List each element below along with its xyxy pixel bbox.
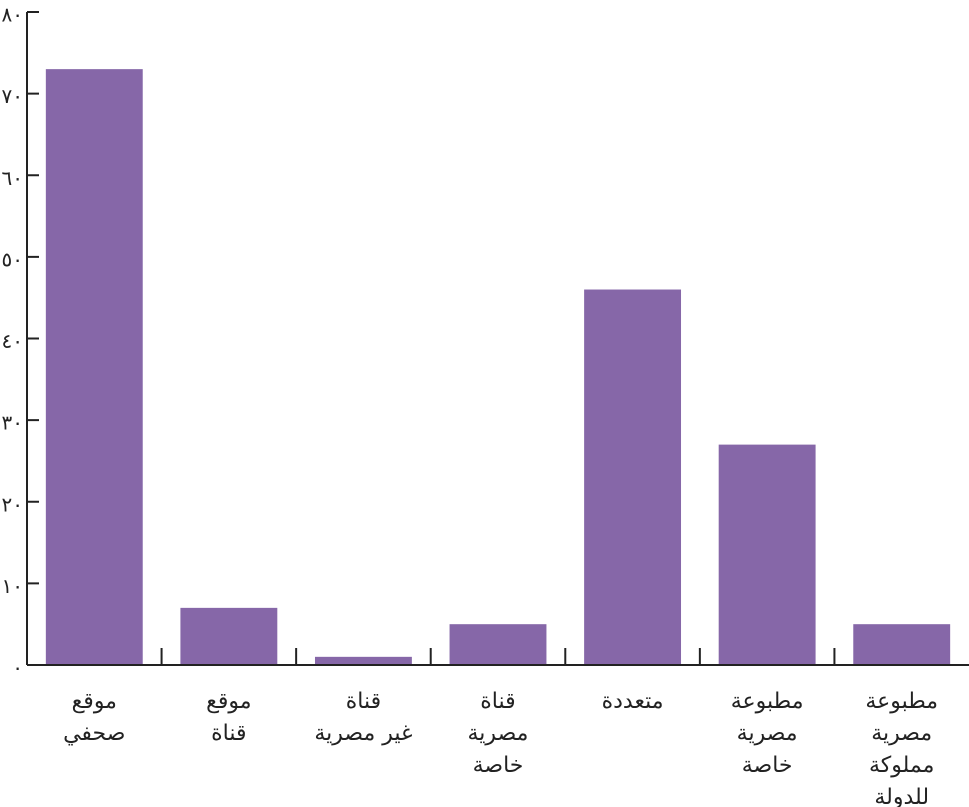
x-tick-label: قناة غير مصرية <box>314 689 413 746</box>
y-tick-label: ٣٠ <box>2 411 23 435</box>
y-tick-label: ٨٠ <box>2 3 23 27</box>
y-tick-label: ٠ <box>12 656 23 680</box>
y-tick-label: ٢٠ <box>2 492 23 516</box>
x-tick-label: موقع قناة <box>206 689 252 746</box>
y-tick-label: ٧٠ <box>2 84 23 108</box>
bar <box>853 624 951 665</box>
bar <box>584 289 682 665</box>
x-tick-label: موقع صحفي <box>63 689 126 746</box>
y-tick-label: ١٠ <box>2 574 23 598</box>
y-tick-label: ٥٠ <box>2 247 23 271</box>
x-tick-label: قناة مصرية خاصة <box>467 689 529 778</box>
bar <box>449 624 547 665</box>
y-tick-label: ٤٠ <box>2 329 23 353</box>
bar <box>45 69 143 665</box>
x-tick-label: مطبوعة مصرية مملوكة للدولة <box>865 689 939 807</box>
x-tick-label: متعددة <box>601 689 664 714</box>
bar <box>718 444 816 665</box>
bar <box>180 607 278 665</box>
y-tick-label: ٦٠ <box>2 166 23 190</box>
bar <box>314 656 412 665</box>
x-tick-label: مطبوعة مصرية خاصة <box>730 689 804 778</box>
